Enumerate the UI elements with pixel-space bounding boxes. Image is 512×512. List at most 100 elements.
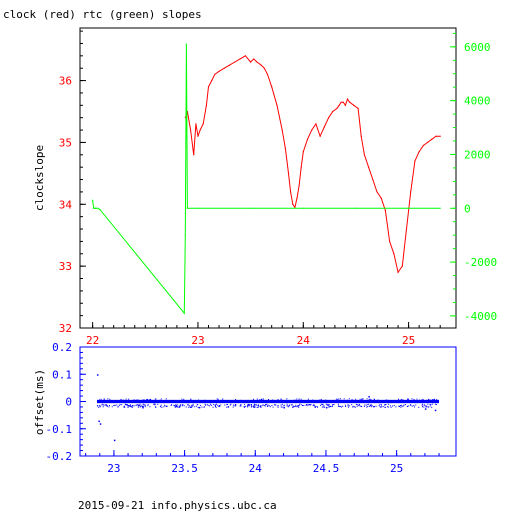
series-offset-point: [380, 404, 382, 406]
series-offset-point: [423, 404, 425, 406]
series-clock-point: [376, 191, 378, 193]
series-offset-point: [351, 404, 353, 406]
series-offset-point: [387, 406, 389, 408]
series-offset-point: [434, 403, 436, 405]
series-offset-point: [127, 405, 129, 407]
series-rtc-point: [183, 312, 185, 314]
series-offset-point: [340, 406, 342, 408]
series-offset-outlier: [424, 408, 427, 410]
series-offset-point: [235, 405, 237, 407]
series-offset-point: [418, 399, 420, 401]
series-offset-point: [337, 405, 339, 407]
top-ytick-label: 32: [59, 322, 72, 335]
series-offset-point: [398, 405, 400, 407]
series-offset-point: [338, 398, 340, 400]
series-offset-point: [176, 405, 178, 407]
series-offset-point: [98, 405, 100, 407]
series-offset-point: [253, 404, 255, 406]
series-offset-point: [248, 405, 250, 407]
bottom-ytick-label: -0.1: [46, 423, 73, 436]
series-offset-point: [111, 406, 113, 408]
series-offset-point: [179, 405, 181, 407]
bottom-ytick-label: 0.1: [52, 368, 72, 381]
series-offset-point: [379, 403, 381, 405]
series-offset-point: [255, 404, 257, 406]
series-offset-point: [136, 404, 138, 406]
series-offset-point: [331, 405, 333, 407]
series-clock-point: [393, 253, 395, 255]
top-axes: 32 33 34 35 36 -4000 -2000 0 2000 4000 6000 22 23 24 2…: [59, 30, 497, 347]
series-offset-point: [294, 399, 296, 401]
series-offset-point: [256, 398, 258, 400]
top-ytick-label: 34: [59, 198, 73, 211]
series-offset-point: [127, 404, 129, 406]
series-offset-point: [406, 398, 408, 400]
series-offset-point: [295, 404, 297, 406]
series-offset-point: [217, 398, 219, 400]
series-clock-point: [422, 144, 424, 147]
series-offset-point: [119, 404, 121, 406]
series-offset-point: [371, 405, 373, 407]
series-offset-point: [251, 405, 253, 407]
series-offset-point: [431, 403, 433, 405]
series-clock-point: [234, 61, 236, 63]
series-offset-point: [260, 405, 262, 407]
series-offset-point: [132, 405, 134, 407]
series-offset-point: [197, 406, 199, 408]
series-offset-point: [233, 404, 235, 406]
series-offset-point: [160, 398, 162, 400]
series-offset-point: [207, 404, 209, 406]
series-offset-point: [312, 404, 314, 406]
series-offset-point: [281, 403, 283, 405]
series-offset-point: [363, 405, 365, 407]
series-offset-point: [401, 399, 403, 401]
series-offset-point: [175, 404, 177, 406]
series-offset-point: [239, 405, 241, 407]
series-offset-point: [217, 404, 219, 406]
series-clock-point: [342, 101, 344, 103]
series-offset-point: [256, 406, 258, 408]
series-offset-point: [368, 399, 370, 401]
series-offset-point: [358, 403, 360, 405]
series-offset-point: [147, 404, 149, 406]
series-offset-point: [272, 399, 274, 401]
series-clock-point: [256, 61, 258, 63]
series-offset-point: [320, 404, 322, 406]
series-offset-point: [427, 406, 429, 408]
series-offset-point: [189, 406, 191, 408]
series-offset-point: [226, 406, 228, 408]
top-y2tick-label: 2000: [464, 148, 491, 161]
series-offset-point: [257, 406, 259, 408]
series-offset-point: [298, 399, 300, 401]
series-clock-point: [284, 148, 286, 150]
top-xtick-label: 24: [297, 334, 311, 347]
series-offset-point: [192, 403, 194, 405]
series-offset-point: [296, 398, 298, 400]
series-offset-point: [181, 404, 183, 406]
series-offset-point: [191, 406, 193, 408]
series-offset-point: [347, 406, 349, 408]
series-offset-point: [362, 398, 364, 400]
series-offset-point: [134, 399, 136, 401]
series-clock-point: [244, 55, 246, 57]
series-offset-point: [234, 405, 236, 407]
series-offset-point: [234, 404, 236, 406]
bottom-xtick-label: 24.5: [313, 462, 340, 475]
series-offset-point: [280, 404, 282, 406]
series-offset-point: [137, 404, 139, 406]
series-offset-point: [300, 404, 302, 406]
series-offset-point: [144, 404, 146, 406]
series-offset-point: [155, 398, 157, 400]
series-offset-point: [232, 406, 234, 408]
series-offset-point: [179, 406, 181, 408]
bottom-ytick-label: 0: [65, 396, 72, 409]
series-offset-point: [418, 406, 420, 408]
series-offset-point: [307, 398, 309, 400]
series-offset-point: [291, 406, 293, 408]
series-offset-point: [262, 404, 264, 406]
bottom-xtick-label: 25: [390, 462, 403, 475]
series-offset-point: [351, 399, 353, 401]
series-clock-point: [346, 98, 349, 100]
series-clock-point: [338, 104, 340, 106]
series-offset-point: [210, 403, 212, 405]
